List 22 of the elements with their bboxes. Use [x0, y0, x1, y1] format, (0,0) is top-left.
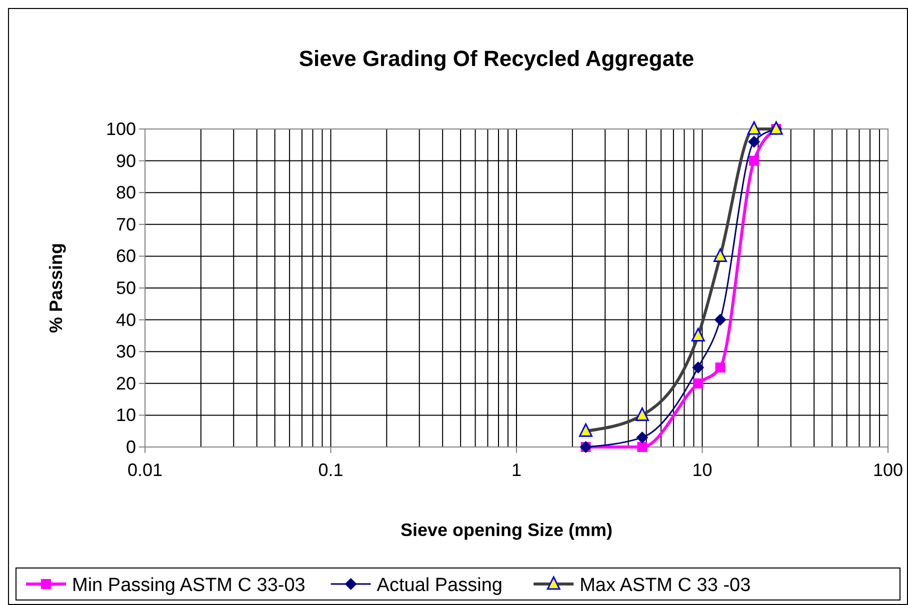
y-tick-label: 0 — [126, 437, 136, 457]
y-tick-label: 100 — [106, 119, 136, 139]
y-tick-label: 30 — [116, 342, 136, 362]
y-tick-label: 90 — [116, 150, 136, 171]
x-tick-label: 0.1 — [318, 460, 344, 480]
y-tick-label: 80 — [116, 182, 136, 203]
y-tick-label: 50 — [116, 278, 136, 298]
legend-label: Actual Passing — [376, 575, 502, 596]
y-tick-label: 40 — [116, 310, 136, 330]
x-tick-label: 0.01 — [127, 460, 163, 480]
y-tick-label: 10 — [116, 405, 136, 426]
legend-label: Min Passing ASTM C 33-03 — [72, 575, 306, 596]
x-tick-label: 10 — [692, 460, 712, 480]
x-tick-label: 100 — [872, 460, 904, 480]
legend-label: Max ASTM C 33 -03 — [580, 575, 751, 596]
y-tick-label: 20 — [116, 373, 136, 394]
y-tick-label: 70 — [116, 214, 136, 234]
x-axis-title: Sieve opening Size (mm) — [400, 520, 613, 540]
y-axis-title: % Passing — [46, 242, 66, 334]
y-tick-label: 60 — [116, 246, 136, 266]
x-tick-label: 1 — [511, 460, 522, 480]
chart-title: Sieve Grading Of Recycled Aggregate — [298, 46, 694, 71]
